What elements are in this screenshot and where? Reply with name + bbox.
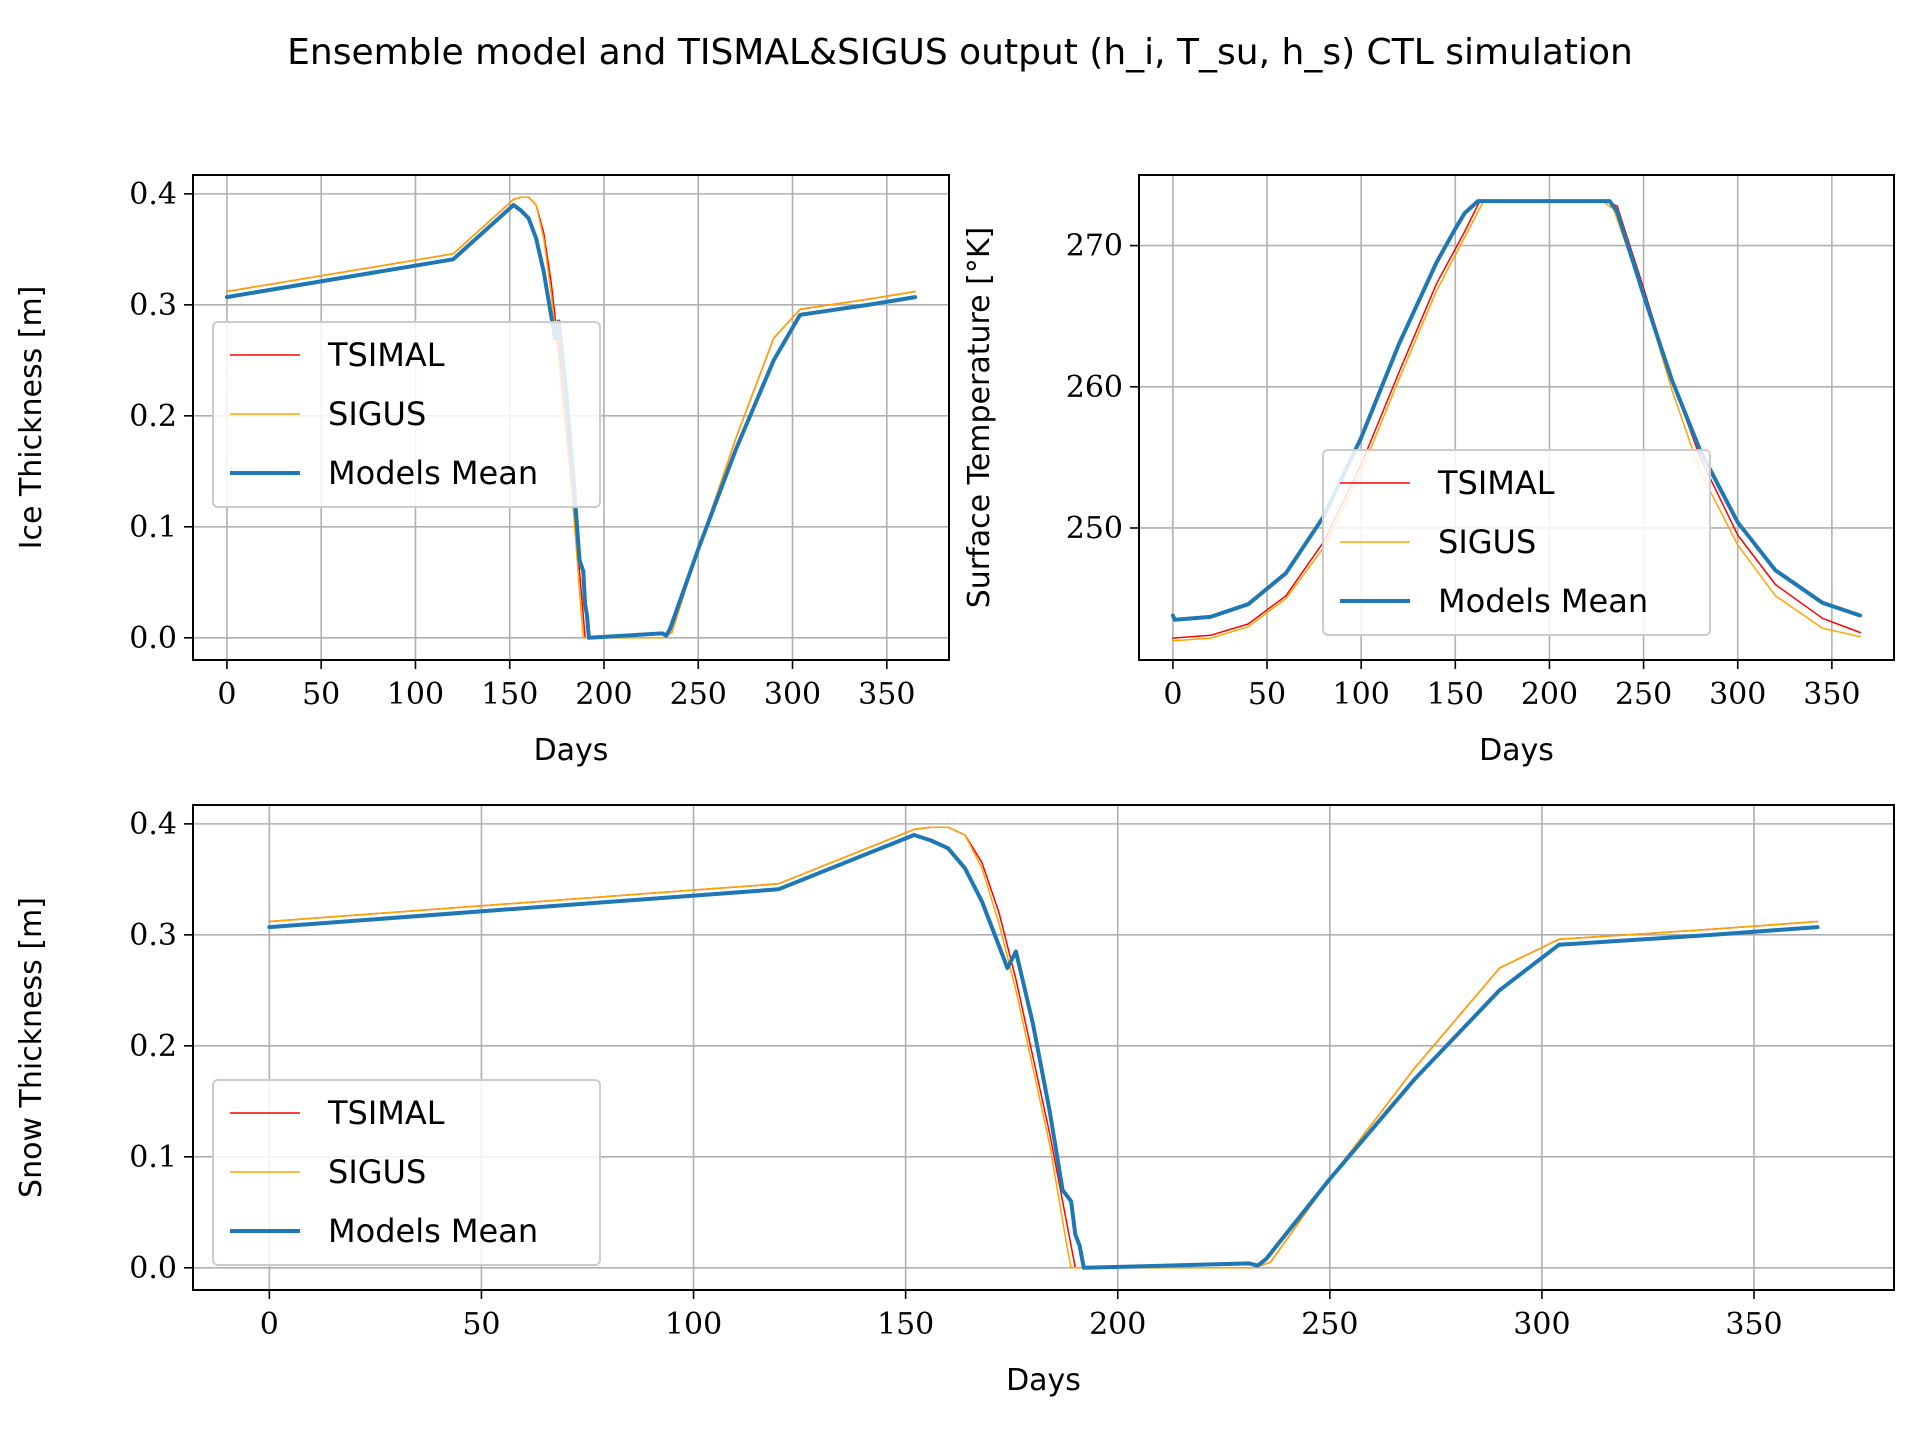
x-tick-label: 100 [387, 677, 444, 712]
series-line-models-mean [1170, 199, 1863, 622]
y-tick-label: 0.4 [129, 177, 177, 212]
x-tick-label: 300 [1513, 1307, 1570, 1342]
legend-box [212, 1079, 601, 1266]
snow-panel: 0 50 100 150 200 250 300 350 0.0 0.1 0.2 0.3 0.4 Days… [14, 804, 1895, 1398]
ice-y-axis-label: Ice Thickness [m] [14, 286, 49, 550]
x-tick-label: 350 [1803, 677, 1860, 712]
ice-series [224, 196, 918, 640]
snow-axes-frame [192, 804, 1895, 1291]
x-tick-label: 0 [1163, 677, 1182, 712]
legend-label: TSIMAL [327, 1094, 445, 1132]
temp-y-axis-label: Surface Temperature [°K] [962, 227, 997, 608]
y-tick-label: 0.3 [129, 288, 177, 323]
x-tick-label: 250 [1615, 677, 1672, 712]
ice-x-axis-label: Days [534, 733, 609, 768]
panels: 0 50 100 150 200 250 300 350 0.0 0.1 0.2 0.3 0.4 Days… [14, 174, 1895, 1398]
x-tick-label: 250 [670, 677, 727, 712]
x-tick-label: 50 [302, 677, 340, 712]
temp-series [1170, 199, 1863, 642]
temp-legend: TSIMAL SIGUS Models Mean [1322, 449, 1711, 636]
x-tick-label: 200 [1089, 1307, 1146, 1342]
y-tick-label: 0.1 [129, 1140, 177, 1175]
series-line-sigus [226, 196, 916, 639]
legend-label: Models Mean [328, 454, 538, 492]
x-tick-label: 200 [575, 677, 632, 712]
temp-axes-frame [1138, 174, 1895, 661]
legend-box [212, 321, 601, 508]
series-line-sigus [268, 826, 1819, 1269]
x-tick-label: 50 [462, 1307, 500, 1342]
legend-label: SIGUS [328, 1153, 426, 1191]
y-tick-label: 0.0 [129, 621, 177, 656]
x-tick-label: 50 [1248, 677, 1286, 712]
series-line-models-mean [267, 833, 1820, 1270]
y-tick-label: 0.0 [129, 1251, 177, 1286]
series-line-models-mean [224, 203, 918, 640]
y-tick-label: 250 [1066, 511, 1123, 546]
ice-panel: 0 50 100 150 200 250 300 350 0.0 0.1 0.2 0.3 0.4 Days… [14, 174, 950, 768]
x-tick-label: 250 [1301, 1307, 1358, 1342]
legend-label: TSIMAL [1437, 464, 1555, 502]
y-tick-label: 0.3 [129, 918, 177, 953]
snow-y-axis-label: Snow Thickness [m] [14, 897, 49, 1198]
snow-series [267, 826, 1820, 1270]
y-tick-label: 0.2 [129, 1029, 177, 1064]
snow-legend: TSIMAL SIGUS Models Mean [212, 1079, 601, 1266]
legend-label: TSIMAL [327, 336, 445, 374]
snow-x-axis-label: Days [1006, 1363, 1081, 1398]
x-tick-label: 100 [665, 1307, 722, 1342]
legend-label: Models Mean [1438, 582, 1648, 620]
ice-axes-frame [192, 174, 950, 661]
x-tick-label: 150 [877, 1307, 934, 1342]
x-tick-label: 0 [217, 677, 236, 712]
legend-label: SIGUS [328, 395, 426, 433]
x-tick-label: 350 [1725, 1307, 1782, 1342]
x-tick-label: 100 [1333, 677, 1390, 712]
legend-label: Models Mean [328, 1212, 538, 1250]
x-tick-label: 200 [1521, 677, 1578, 712]
x-tick-label: 350 [858, 677, 915, 712]
y-tick-label: 0.1 [129, 510, 177, 545]
y-tick-label: 260 [1066, 370, 1123, 405]
temp-x-axis-label: Days [1479, 733, 1554, 768]
x-tick-label: 150 [481, 677, 538, 712]
legend-box [1322, 449, 1711, 636]
x-tick-label: 300 [1709, 677, 1766, 712]
figure-title: Ensemble model and TISMAL&SIGUS output (… [287, 32, 1633, 73]
temp-panel: 0 50 100 150 200 250 300 350 250 260 270 Days Surfac… [962, 174, 1895, 768]
legend-label: SIGUS [1438, 523, 1536, 561]
x-tick-label: 0 [260, 1307, 279, 1342]
y-tick-label: 0.4 [129, 807, 177, 842]
ice-legend: TSIMAL SIGUS Models Mean [212, 321, 601, 508]
y-tick-label: 270 [1066, 229, 1123, 264]
x-tick-label: 300 [764, 677, 821, 712]
x-tick-label: 150 [1427, 677, 1484, 712]
y-tick-label: 0.2 [129, 399, 177, 434]
